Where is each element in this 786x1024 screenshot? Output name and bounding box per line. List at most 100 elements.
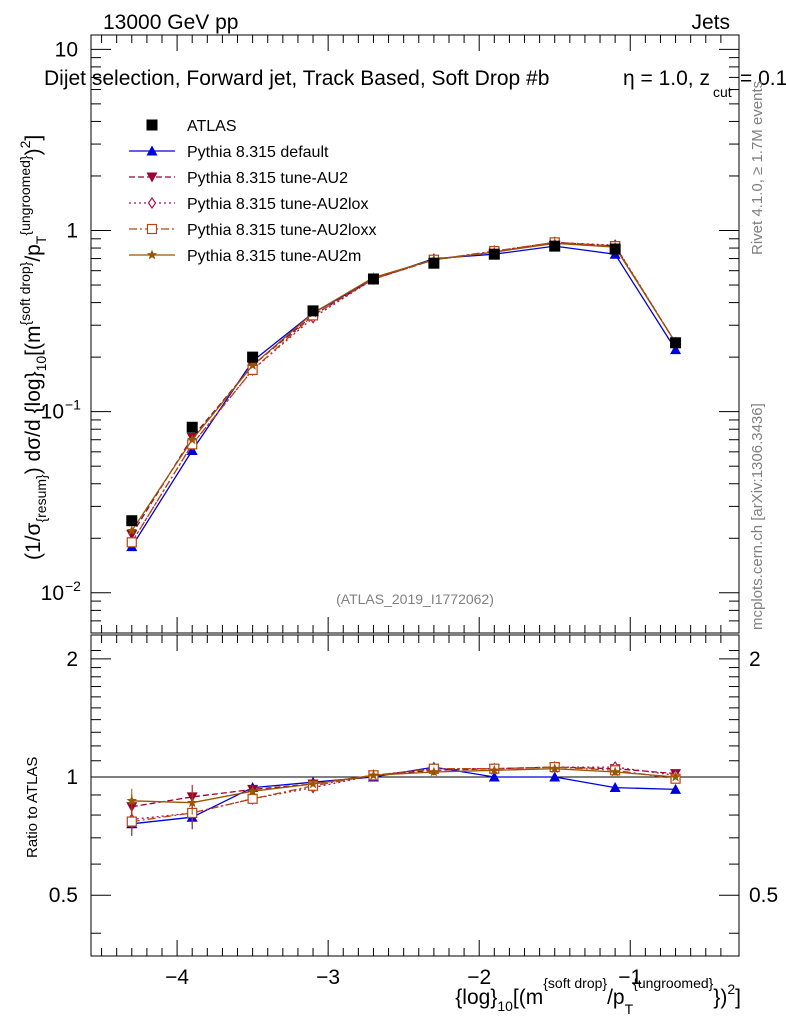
title-eta: η (623, 67, 641, 90)
legend-entry: Pythia 8.315 tune-AU2lox (129, 196, 368, 213)
y-ratio-tick-label: 2 (66, 648, 78, 671)
atlas-data-point (186, 421, 198, 433)
x-tick-label: −1 (618, 966, 642, 989)
series-atlas (126, 240, 682, 527)
y-ratio-tick-label-right: 0.5 (749, 884, 778, 907)
x-tick-label: −3 (316, 966, 340, 989)
series-line (131, 245, 677, 547)
series-pythia-8-315-tune-au2lox (127, 236, 680, 549)
ratio-panel-series (126, 761, 682, 836)
main-panel-series (126, 236, 682, 552)
series-line (131, 241, 677, 535)
plot-title-subscript: cut (713, 84, 732, 100)
legend-marker (146, 249, 158, 260)
ratio-point (368, 769, 379, 780)
data-point (247, 359, 258, 370)
ratio-point (549, 771, 561, 782)
y-tick-label-exponent: −2 (65, 578, 81, 594)
atlas-data-point (549, 240, 561, 252)
ratio-point (187, 797, 198, 808)
series-pythia-8-315-tune-au2loxx (126, 237, 681, 548)
y-ratio-tick-label: 1 (66, 766, 78, 789)
legend-label: Pythia 8.315 tune-AU2 (187, 170, 348, 187)
y-ratio-tick-label: 0.5 (49, 884, 78, 907)
legend-marker (146, 172, 158, 183)
legend-label: Pythia 8.315 tune-AU2m (187, 248, 361, 265)
atlas-data-point (367, 273, 379, 285)
ratio-point (247, 785, 258, 796)
atlas-data-point (307, 305, 319, 317)
legend-entry: Pythia 8.315 tune-AU2loxx (129, 222, 376, 239)
data-point (126, 537, 137, 548)
y-tick-label: 10 (41, 582, 64, 605)
main-frame (90, 34, 740, 634)
analysis-id: (ATLAS_2019_I1772062) (336, 591, 494, 607)
ratio-point (126, 795, 137, 806)
ratio-series-pythia-8-315-tune-au2m (126, 763, 681, 815)
rivet-label: Rivet 4.1.0, ≥ 1.7M events (749, 81, 766, 255)
series-line (131, 242, 677, 532)
ratio-frame (90, 634, 740, 957)
legend-marker (146, 223, 158, 235)
ratio-point (428, 766, 440, 777)
plot-title-suffix: η = 1.0, z (623, 67, 710, 90)
atlas-data-point (488, 248, 500, 260)
ratio-point (126, 816, 137, 827)
y-tick-label-exponent: −1 (65, 397, 81, 413)
atlas-data-point (247, 351, 259, 363)
y-tick-label: 10 (55, 38, 78, 61)
xlabel: {log}10[(m{soft drop}/pT{ungroomed}})2] (455, 975, 741, 1017)
series-line (131, 241, 677, 543)
series-pythia-8-315-default (126, 240, 682, 552)
ratio-point (307, 778, 319, 789)
legend-marker (147, 196, 157, 210)
legend-entry: Pythia 8.315 default (129, 144, 329, 161)
data-point (126, 529, 138, 540)
data-point (670, 344, 682, 355)
atlas-data-point (670, 337, 682, 349)
ratio-line (131, 766, 676, 823)
ratio-point (549, 763, 560, 774)
legend-entry: Pythia 8.315 tune-AU2m (129, 248, 361, 265)
plot-title: Dijet selection, Forward jet, Track Base… (44, 67, 549, 90)
series-pythia-8-315-tune-au2 (126, 237, 682, 540)
y-ratio-tick-label-right: 2 (749, 648, 761, 671)
process-label: Jets (691, 11, 730, 34)
legend-label: Pythia 8.315 tune-AU2lox (187, 196, 368, 213)
data-point (187, 434, 198, 445)
x-tick-label: −4 (165, 966, 189, 989)
ratio-line (131, 766, 676, 821)
legend-entry: Pythia 8.315 tune-AU2 (129, 170, 348, 187)
title-suffix-text: = 1.0, z (641, 67, 710, 90)
ratio-point (670, 771, 681, 782)
ratio-line (131, 766, 676, 825)
plot-title-tail: = 0.1 (740, 67, 786, 90)
ratio-line (131, 766, 676, 808)
ratio-point (247, 793, 258, 804)
atlas-data-point (428, 257, 440, 269)
ratio-point (609, 782, 621, 793)
legend: ATLAS Pythia 8.315 default Pythia 8.315 tu… (129, 118, 376, 265)
ratio-point (609, 766, 621, 777)
plot-frames (90, 34, 740, 957)
ratio-point (489, 764, 500, 775)
mcplots-label: mcplots.cern.ch [arXiv:1306.3436] (749, 403, 766, 630)
energy-label: 13000 GeV pp (103, 11, 238, 34)
legend-marker (146, 119, 158, 131)
axis-ticks (91, 35, 739, 956)
xlabel-text: {log}10[(m{soft drop}/pT{ungroomed}})2] (455, 975, 741, 1017)
x-tick-label: −2 (467, 966, 491, 989)
ylabel-ratio: Ratio to ATLAS (24, 757, 41, 858)
ratio-line (131, 768, 676, 804)
y-tick-label: 10 (41, 401, 64, 424)
ratio-point (488, 771, 500, 782)
ylabel-main-text: (1/σ{resum}) dσ/d {log}10[(m{soft drop}/… (17, 135, 49, 560)
legend-entry: ATLAS (146, 118, 237, 135)
legend-label: ATLAS (187, 118, 237, 135)
atlas-data-point (609, 243, 621, 255)
series-pythia-8-315-tune-au2m (126, 237, 681, 536)
legend-label: Pythia 8.315 default (187, 144, 329, 161)
ylabel-main: (1/σ{resum}) dσ/d {log}10[(m{soft drop}/… (17, 135, 49, 560)
